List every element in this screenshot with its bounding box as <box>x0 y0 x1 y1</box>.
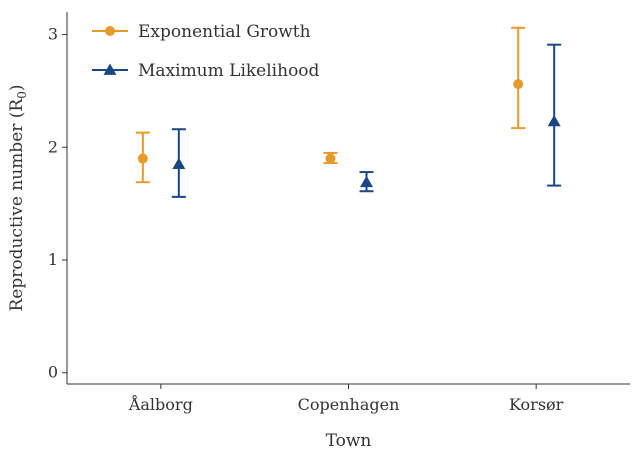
y-tick-label: 3 <box>48 25 58 44</box>
legend-label: Maximum Likelihood <box>138 61 320 81</box>
y-tick-label: 0 <box>48 363 58 382</box>
y-tick-label: 2 <box>48 137 58 156</box>
x-axis-title: Town <box>326 431 372 451</box>
x-tick-label: Copenhagen <box>298 395 400 414</box>
data-point <box>547 114 561 127</box>
marks-layer <box>135 26 562 198</box>
legend-marker <box>103 63 117 75</box>
legend: Exponential Growth Maximum Likelihood <box>92 22 320 81</box>
legend-label: Exponential Growth <box>138 22 311 42</box>
y-axis-title-main: Reproductive number (R <box>7 98 27 312</box>
data-point <box>325 153 336 164</box>
y-axis-title-close: ) <box>7 85 27 92</box>
axes-layer: 0 1 2 3 Åalborg Copenhagen Korsør <box>48 12 630 414</box>
x-tick-label: Åalborg <box>128 394 193 414</box>
legend-marker <box>105 26 115 36</box>
x-tick-label: Korsør <box>509 395 564 414</box>
data-point <box>360 175 373 188</box>
y-tick-label: 1 <box>48 250 58 269</box>
y-axis-title-subscript: 0 <box>15 91 29 99</box>
y-axis-title: Reproductive number (R0) <box>7 85 29 312</box>
data-point <box>513 79 524 90</box>
data-point <box>137 153 148 164</box>
data-point <box>172 157 186 170</box>
